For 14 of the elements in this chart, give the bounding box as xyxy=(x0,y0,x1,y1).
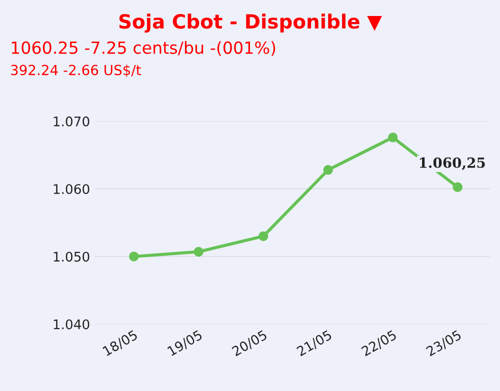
point xyxy=(323,165,333,175)
y-tick-label: 1.040 xyxy=(54,319,90,330)
point xyxy=(388,132,398,142)
chart-subtitle: 1060.25 -7.25 cents/bu -(001%) xyxy=(12,41,276,56)
point xyxy=(128,252,139,262)
chart-title: Soja Cbot - Disponible ▼ xyxy=(119,14,382,33)
text: 392.24 -2.66 US$/t xyxy=(11,64,141,78)
y-tick-label: 1.060 xyxy=(54,184,90,194)
y-tick-label: 1.050 xyxy=(54,252,90,262)
point xyxy=(258,231,268,242)
point xyxy=(194,246,204,257)
y-tick-label: 1.070 xyxy=(54,116,90,126)
point xyxy=(452,182,462,192)
annotation: 1.060,25 xyxy=(420,157,485,170)
